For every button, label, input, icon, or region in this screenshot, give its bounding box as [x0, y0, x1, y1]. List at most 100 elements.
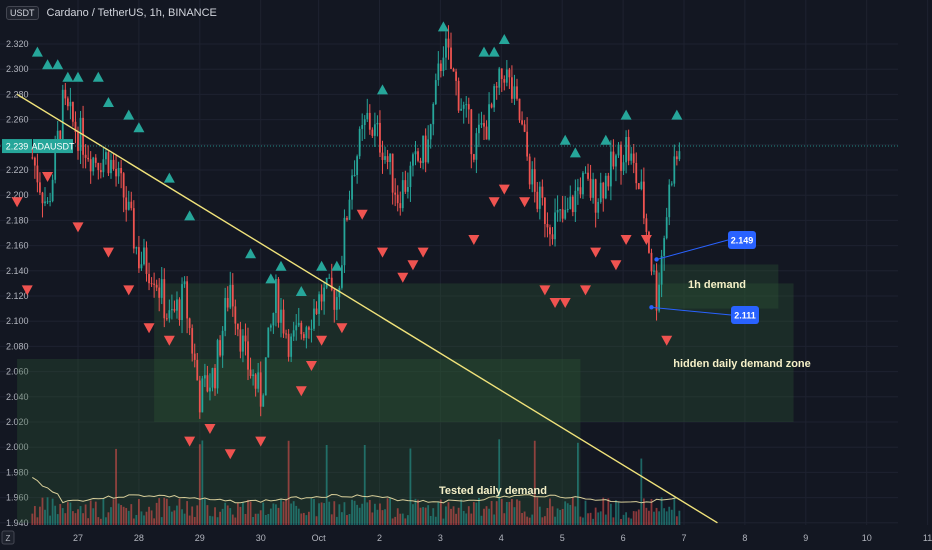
candle-body — [277, 279, 280, 323]
volume-bar — [582, 517, 584, 525]
volume-bar — [209, 515, 211, 525]
volume-bar — [292, 501, 295, 525]
candle-body — [366, 112, 369, 120]
candle-body — [478, 124, 480, 134]
volume-bar — [112, 499, 115, 525]
volume-bar — [632, 511, 635, 525]
candle-body — [262, 395, 265, 407]
volume-bar — [318, 503, 320, 525]
callout-dot — [654, 257, 659, 262]
volume-bar — [61, 508, 64, 525]
y-tick-label: 2.100 — [6, 316, 29, 326]
candle-body — [465, 104, 468, 106]
candle-body — [160, 279, 163, 298]
candle-body — [310, 328, 313, 330]
volume-bar — [313, 498, 315, 525]
volume-bar — [49, 515, 51, 525]
candle-body — [282, 309, 285, 334]
candle-body — [308, 327, 310, 330]
volume-bar — [531, 514, 534, 525]
buy-signal-triangle — [265, 273, 277, 284]
candle-body — [313, 308, 315, 329]
volume-bar — [488, 508, 490, 525]
candle-body — [363, 119, 366, 126]
candle-body — [622, 162, 625, 171]
candle-body — [239, 329, 242, 352]
candle-body — [620, 144, 622, 171]
y-tick-label: 2.080 — [6, 341, 29, 351]
volume-bar — [140, 511, 143, 525]
volume-bar — [69, 502, 72, 525]
candle-body — [452, 68, 455, 72]
candle-body — [257, 372, 260, 389]
candle-body — [648, 231, 650, 253]
candle-body — [132, 208, 135, 249]
candle-body — [231, 284, 234, 307]
sell-signal-triangle — [559, 298, 571, 308]
volume-bar — [252, 516, 254, 525]
candle-body — [455, 71, 457, 81]
volume-bar — [480, 515, 483, 525]
volume-bar — [229, 508, 232, 525]
currency-badge[interactable]: USDT — [6, 6, 39, 20]
volume-bar — [353, 500, 356, 525]
volume-bar — [379, 503, 381, 525]
volume-bar — [181, 509, 183, 525]
volume-bar — [566, 503, 569, 525]
x-tick-label: 4 — [499, 533, 504, 543]
volume-bar — [538, 506, 541, 525]
volume-bar — [559, 509, 562, 525]
volume-bar — [170, 511, 173, 525]
volume-bar — [163, 497, 166, 525]
callout-value: 2.111 — [734, 311, 756, 321]
candle-body — [216, 340, 219, 389]
callout-value: 2.149 — [731, 236, 754, 246]
candle-body — [551, 234, 554, 240]
candle-body — [401, 180, 404, 209]
buy-signal-triangle — [163, 172, 175, 183]
candle-body — [521, 120, 523, 125]
volume-bar — [673, 497, 676, 525]
candle-body — [488, 104, 490, 140]
volume-bar — [348, 513, 351, 525]
candle-body — [203, 375, 206, 379]
sell-signal-triangle — [42, 172, 54, 182]
volume-bar — [604, 514, 607, 525]
volume-bar — [678, 510, 681, 525]
volume-bar — [627, 517, 630, 525]
candle-body — [584, 172, 587, 174]
volume-bar — [599, 511, 602, 525]
volume-bar — [323, 503, 326, 525]
volume-bar — [437, 501, 440, 525]
volume-bar — [107, 512, 110, 525]
volume-bar — [290, 503, 293, 525]
volume-bar — [183, 513, 186, 525]
callout-dot — [649, 305, 654, 310]
volume-bar — [153, 518, 156, 525]
x-tick-label: 11 — [923, 533, 932, 543]
volume-bar — [544, 516, 546, 525]
volume-bar — [66, 502, 69, 525]
sell-signal-triangle — [580, 285, 591, 296]
candle-body — [470, 109, 473, 155]
candle-body — [285, 333, 287, 335]
volume-bar — [46, 497, 49, 525]
candle-body — [500, 68, 503, 80]
candle-body — [376, 122, 379, 125]
sell-signal-triangle — [640, 235, 652, 245]
candle-body — [384, 156, 386, 160]
candle-body — [214, 367, 216, 389]
candle-body — [209, 387, 211, 392]
x-tick-label: 5 — [560, 533, 565, 543]
sell-signal-triangle — [163, 335, 175, 346]
candle-body — [226, 298, 229, 308]
volume-bar — [193, 516, 196, 525]
candle-body — [254, 374, 257, 389]
candle-body — [439, 63, 442, 72]
candle-body — [188, 318, 191, 329]
volume-bar — [663, 508, 666, 525]
candle-body — [107, 152, 110, 174]
y-tick-label: 1.940 — [6, 518, 29, 528]
candle-body — [59, 130, 62, 140]
